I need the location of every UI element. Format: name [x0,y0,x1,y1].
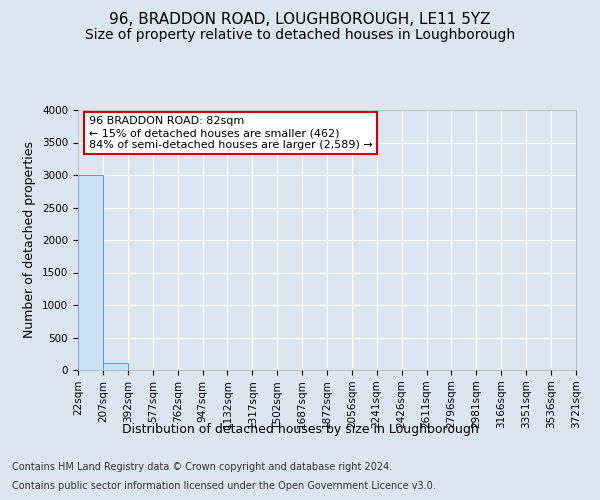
Text: Contains public sector information licensed under the Open Government Licence v3: Contains public sector information licen… [12,481,436,491]
Text: Size of property relative to detached houses in Loughborough: Size of property relative to detached ho… [85,28,515,42]
Bar [103,363,128,370]
Bar [78,175,103,370]
Text: 96, BRADDON ROAD, LOUGHBOROUGH, LE11 5YZ: 96, BRADDON ROAD, LOUGHBOROUGH, LE11 5YZ [109,12,491,28]
Text: Contains HM Land Registry data © Crown copyright and database right 2024.: Contains HM Land Registry data © Crown c… [12,462,392,472]
Y-axis label: Number of detached properties: Number of detached properties [23,142,37,338]
Text: Distribution of detached houses by size in Loughborough: Distribution of detached houses by size … [122,422,478,436]
Text: 96 BRADDON ROAD: 82sqm
← 15% of detached houses are smaller (462)
84% of semi-de: 96 BRADDON ROAD: 82sqm ← 15% of detached… [89,116,372,150]
